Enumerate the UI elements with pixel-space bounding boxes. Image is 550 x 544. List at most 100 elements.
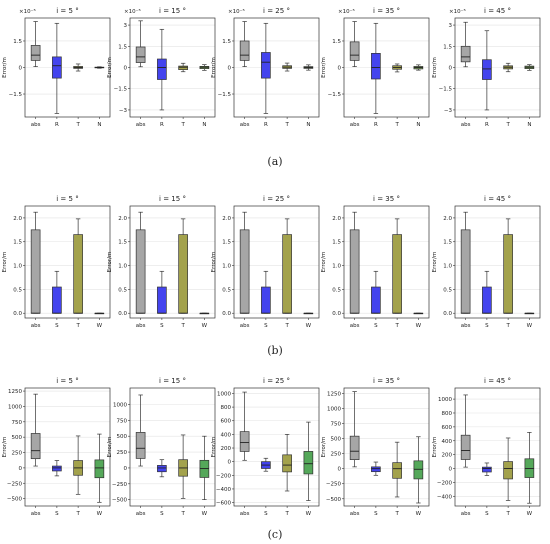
plot-frame xyxy=(454,205,541,319)
x-tick-label: W xyxy=(97,323,103,329)
y-tick-label: 1.5 xyxy=(118,44,127,50)
x-tick-label: S xyxy=(485,511,489,517)
panel-title: i = 5 ° xyxy=(56,377,78,385)
x-tick-label: R xyxy=(55,122,59,128)
y-axis-label: Error/m xyxy=(211,57,217,78)
x-tick-label: N xyxy=(527,122,531,128)
y-tick-label: 500 xyxy=(12,435,23,441)
x-tick-label: S xyxy=(160,323,164,329)
caption-c: (c) xyxy=(268,528,283,541)
y-tick-label: −500 xyxy=(326,497,342,503)
chart-panel-c5: −400 −200 0 200 400 600 800 1000 i = 45 ° Error/m… xyxy=(432,377,541,517)
y-tick-label: 1.5 xyxy=(13,240,22,246)
x-tick-label: abs xyxy=(240,511,250,517)
y-tick-label: 1.5 xyxy=(443,240,452,246)
box-T xyxy=(392,234,402,314)
box-T xyxy=(503,461,513,480)
sci-multiplier-label: ×10⁻⁵ xyxy=(228,8,245,15)
y-tick-label: 3 xyxy=(124,23,128,29)
panel-title: i = 45 ° xyxy=(484,7,511,15)
x-tick-label: T xyxy=(505,323,510,329)
y-tick-label: 0.5 xyxy=(332,287,341,293)
x-tick-label: T xyxy=(180,122,185,128)
y-tick-label: −1.5 xyxy=(439,87,453,93)
y-tick-label: 0.0 xyxy=(332,311,341,317)
y-tick-label: 2.0 xyxy=(118,216,127,222)
y-tick-label: 2.0 xyxy=(443,216,452,222)
y-tick-label: 0 xyxy=(449,467,453,473)
y-tick-label: 600 xyxy=(221,419,232,425)
box-R xyxy=(482,59,492,80)
box-T xyxy=(392,462,402,479)
chart-panel-b3: 0.0 0.5 1.0 1.5 2.0 i = 25 ° Error/m abs S T W xyxy=(211,195,320,329)
x-tick-label: T xyxy=(284,122,289,128)
x-tick-label: S xyxy=(55,511,59,517)
x-tick-label: abs xyxy=(136,122,146,128)
x-tick-label: T xyxy=(284,511,289,517)
y-tick-label: 2.0 xyxy=(222,216,231,222)
x-tick-label: S xyxy=(485,323,489,329)
sci-multiplier-label: ×10⁻⁵ xyxy=(338,8,355,15)
x-tick-label: W xyxy=(527,511,533,517)
caption-a: (a) xyxy=(267,155,282,168)
x-tick-label: T xyxy=(75,122,80,128)
x-tick-label: R xyxy=(374,122,378,128)
y-tick-label: 500 xyxy=(117,434,128,440)
y-tick-label: 0 xyxy=(19,466,23,472)
y-tick-label: 400 xyxy=(442,439,453,445)
sci-multiplier-label: ×10⁻⁵ xyxy=(449,8,466,15)
x-tick-label: T xyxy=(180,323,185,329)
chart-panel-c1: −500 −250 0 250 500 750 1000 1250 i = 5 ° Error/m… xyxy=(2,377,111,517)
box-abs xyxy=(349,41,360,61)
x-tick-label: S xyxy=(160,511,164,517)
y-tick-label: −400 xyxy=(437,494,453,500)
box-T xyxy=(73,234,83,314)
y-axis-label: Error/m xyxy=(2,57,8,78)
y-axis-label: Error/m xyxy=(432,437,438,458)
y-tick-label: −200 xyxy=(216,473,232,479)
box-abs xyxy=(460,434,471,460)
x-tick-label: S xyxy=(55,323,59,329)
y-axis-label: Error/m xyxy=(2,437,8,458)
y-axis-label: Error/m xyxy=(321,57,327,78)
x-tick-label: abs xyxy=(31,122,41,128)
panel-title: i = 25 ° xyxy=(263,377,290,385)
box-S xyxy=(52,465,62,472)
x-tick-label: W xyxy=(202,511,208,517)
panel-title: i = 5 ° xyxy=(56,7,78,15)
x-tick-label: abs xyxy=(461,323,471,329)
x-tick-label: W xyxy=(416,323,422,329)
y-tick-label: 750 xyxy=(12,420,23,426)
x-tick-label: W xyxy=(306,323,312,329)
y-tick-label: 0.0 xyxy=(13,311,22,317)
box-S xyxy=(371,286,381,314)
box-R xyxy=(52,56,62,79)
y-tick-label: 1000 xyxy=(8,404,22,410)
y-tick-label: 1250 xyxy=(327,391,341,397)
plot-frame xyxy=(343,17,430,118)
y-axis-label: Error/m xyxy=(107,57,113,78)
y-tick-label: −250 xyxy=(112,482,128,488)
box-abs xyxy=(135,229,146,314)
box-T xyxy=(503,234,513,314)
y-tick-label: 1000 xyxy=(217,391,231,397)
y-tick-label: 800 xyxy=(442,411,453,417)
chart-panel-a3: −1.5 0 1.5 i = 25 ° ×10⁻⁵ Error/m abs R T N xyxy=(211,7,320,128)
y-tick-label: −3 xyxy=(119,108,128,114)
y-tick-label: 0 xyxy=(228,460,232,466)
y-tick-label: 0 xyxy=(124,66,128,72)
y-tick-label: 1.0 xyxy=(222,264,231,270)
y-tick-label: −600 xyxy=(216,501,232,507)
y-tick-label: 200 xyxy=(221,446,232,452)
chart-panel-b1: 0.0 0.5 1.0 1.5 2.0 i = 5 ° Error/m abs S T W xyxy=(2,195,111,329)
sci-multiplier-label: ×10⁻⁵ xyxy=(124,8,141,15)
box-W xyxy=(303,451,314,475)
x-tick-label: W xyxy=(97,511,103,517)
y-tick-label: 1000 xyxy=(327,406,341,412)
y-tick-label: 0.5 xyxy=(222,287,231,293)
sci-multiplier-label: ×10⁻⁵ xyxy=(19,8,36,15)
panel-title: i = 15 ° xyxy=(159,377,186,385)
chart-panel-b2: 0.0 0.5 1.0 1.5 2.0 i = 15 ° Error/m abs S T W xyxy=(107,195,216,329)
y-tick-label: 1.5 xyxy=(222,39,231,45)
box-abs xyxy=(30,433,41,460)
